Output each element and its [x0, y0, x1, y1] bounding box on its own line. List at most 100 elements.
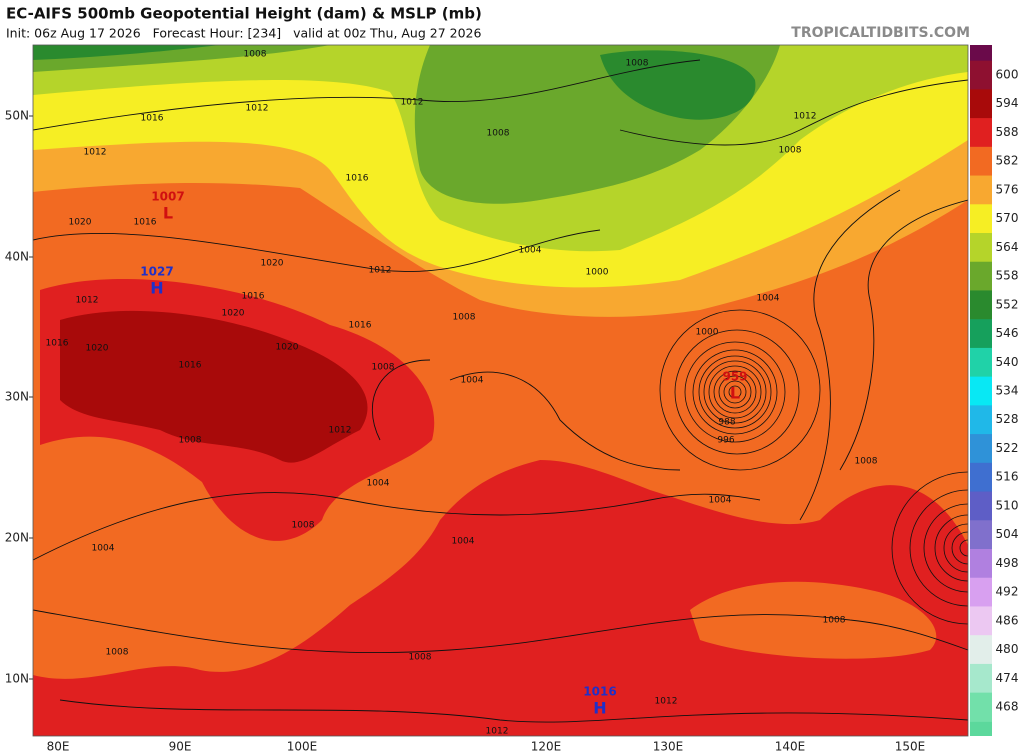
lon-label: 140E [775, 740, 806, 754]
isobars [33, 59, 968, 723]
lon-label: 80E [47, 740, 70, 754]
isobar-label: 1012 [369, 266, 392, 276]
isobar-label: 1012 [76, 296, 99, 306]
isobar-label: 1000 [586, 268, 609, 278]
colorbar-label: 546 [996, 326, 1019, 340]
height-fill [690, 581, 937, 659]
isobar-label: 1012 [84, 148, 107, 158]
isobar-label: 1004 [757, 294, 780, 304]
isobar-label: 1008 [244, 50, 267, 60]
colorbar-label: 594 [996, 96, 1019, 110]
colorbar-label: 510 [996, 498, 1019, 512]
isobar-label: 988 [718, 418, 735, 428]
pressure-letter: H [593, 699, 606, 718]
colorbar-label: 576 [996, 182, 1019, 196]
isobar-label: 1020 [222, 309, 245, 319]
colorbar-box [970, 376, 992, 406]
colorbar-label: 498 [996, 556, 1019, 570]
isobar-label: 1020 [69, 218, 92, 228]
colorbar-label: 492 [996, 585, 1019, 599]
colorbar-box [970, 204, 992, 234]
isobar-label: 1016 [242, 292, 265, 302]
colorbar-label: 504 [996, 527, 1019, 541]
colorbar-label: 528 [996, 412, 1019, 426]
colorbar-label: 534 [996, 384, 1019, 398]
isobar-label: 1012 [401, 98, 424, 108]
pressure-value: 1016 [583, 685, 616, 699]
isobar-label: 1004 [367, 479, 390, 489]
colorbar-label: 480 [996, 642, 1019, 656]
isobar-label: 1008 [292, 521, 315, 531]
colorbar-label: 582 [996, 154, 1019, 168]
pressure-value: 1007 [151, 190, 184, 204]
colorbar-box [970, 462, 992, 493]
lat-label: 30N [5, 390, 29, 404]
isobar-label: 1004 [92, 544, 115, 554]
colorbar-box [970, 233, 992, 263]
isobar-label: 1004 [709, 496, 732, 506]
isobar-label: 1008 [409, 653, 432, 663]
colorbar-label: 564 [996, 240, 1019, 254]
colorbar-box [970, 175, 992, 205]
title: EC-AIFS 500mb Geopotential Height (dam) … [6, 5, 482, 23]
colorbar-label: 540 [996, 355, 1019, 369]
isobar-label: 1008 [487, 129, 510, 139]
lat-label: 40N [5, 250, 29, 264]
colorbar-box [970, 491, 992, 521]
colorbar-box [970, 606, 992, 636]
isobar-label: 1008 [372, 363, 395, 373]
colorbar-label: 516 [996, 470, 1019, 484]
isobar-label: 1008 [855, 457, 878, 467]
isobar-label: 1012 [655, 697, 678, 707]
isobar-label: 1020 [86, 344, 109, 354]
colorbar-box [970, 405, 992, 435]
colorbar-box [970, 60, 992, 90]
isobar-label: 1000 [696, 328, 719, 338]
colorbar-cap [970, 45, 992, 61]
colorbar-label: 522 [996, 441, 1019, 455]
colorbar-box [970, 549, 992, 579]
colorbar-box [970, 663, 992, 694]
isobar-label: 1016 [46, 339, 69, 349]
colorbar-box [970, 577, 992, 607]
colorbar-label: 486 [996, 613, 1019, 627]
map-area: 1008 1012 1016 1012 1012 1008 1008 1012 1008 1016… [33, 45, 968, 737]
colorbar-box [970, 118, 992, 148]
colorbar-box [970, 89, 992, 119]
colorbar-box [970, 290, 992, 320]
colorbar-box [970, 319, 992, 349]
pressure-letter: L [163, 204, 173, 223]
lat-label: 10N [5, 672, 29, 686]
isobar-label: 1016 [141, 114, 164, 124]
colorbar-box [970, 692, 992, 722]
pressure-value: 1027 [140, 265, 173, 279]
colorbar-cap [970, 720, 992, 736]
isobar-label: 1008 [179, 436, 202, 446]
colorbar-box [970, 434, 992, 464]
colorbar-label: 588 [996, 125, 1019, 139]
isobar-label: 1016 [134, 218, 157, 228]
colorbar-box [970, 146, 992, 177]
lon-label: 90E [169, 740, 192, 754]
plot-frame [32, 44, 969, 737]
isobar-label: 1004 [461, 376, 484, 386]
isobar-label: 1012 [246, 104, 269, 114]
height-fill [600, 50, 756, 120]
colorbar-label: 558 [996, 269, 1019, 283]
colorbar-label: 468 [996, 700, 1019, 714]
isobar-label: 1008 [106, 648, 129, 658]
isobar-label: 1012 [486, 727, 509, 737]
watermark: TROPICALTIDBITS.COM [791, 25, 970, 41]
height-fill [60, 310, 368, 463]
pressure-letter: H [150, 279, 163, 298]
isobar-label: 1012 [329, 426, 352, 436]
isobar-label: 1008 [823, 616, 846, 626]
isobar-label: 1004 [519, 246, 542, 256]
isobar-label: 1016 [179, 361, 202, 371]
lon-label: 100E [287, 740, 318, 754]
cyclone-isobars [659, 309, 968, 625]
colorbar-label: 570 [996, 211, 1019, 225]
lon-label: 150E [895, 740, 926, 754]
isobar-label: 1020 [261, 259, 284, 269]
